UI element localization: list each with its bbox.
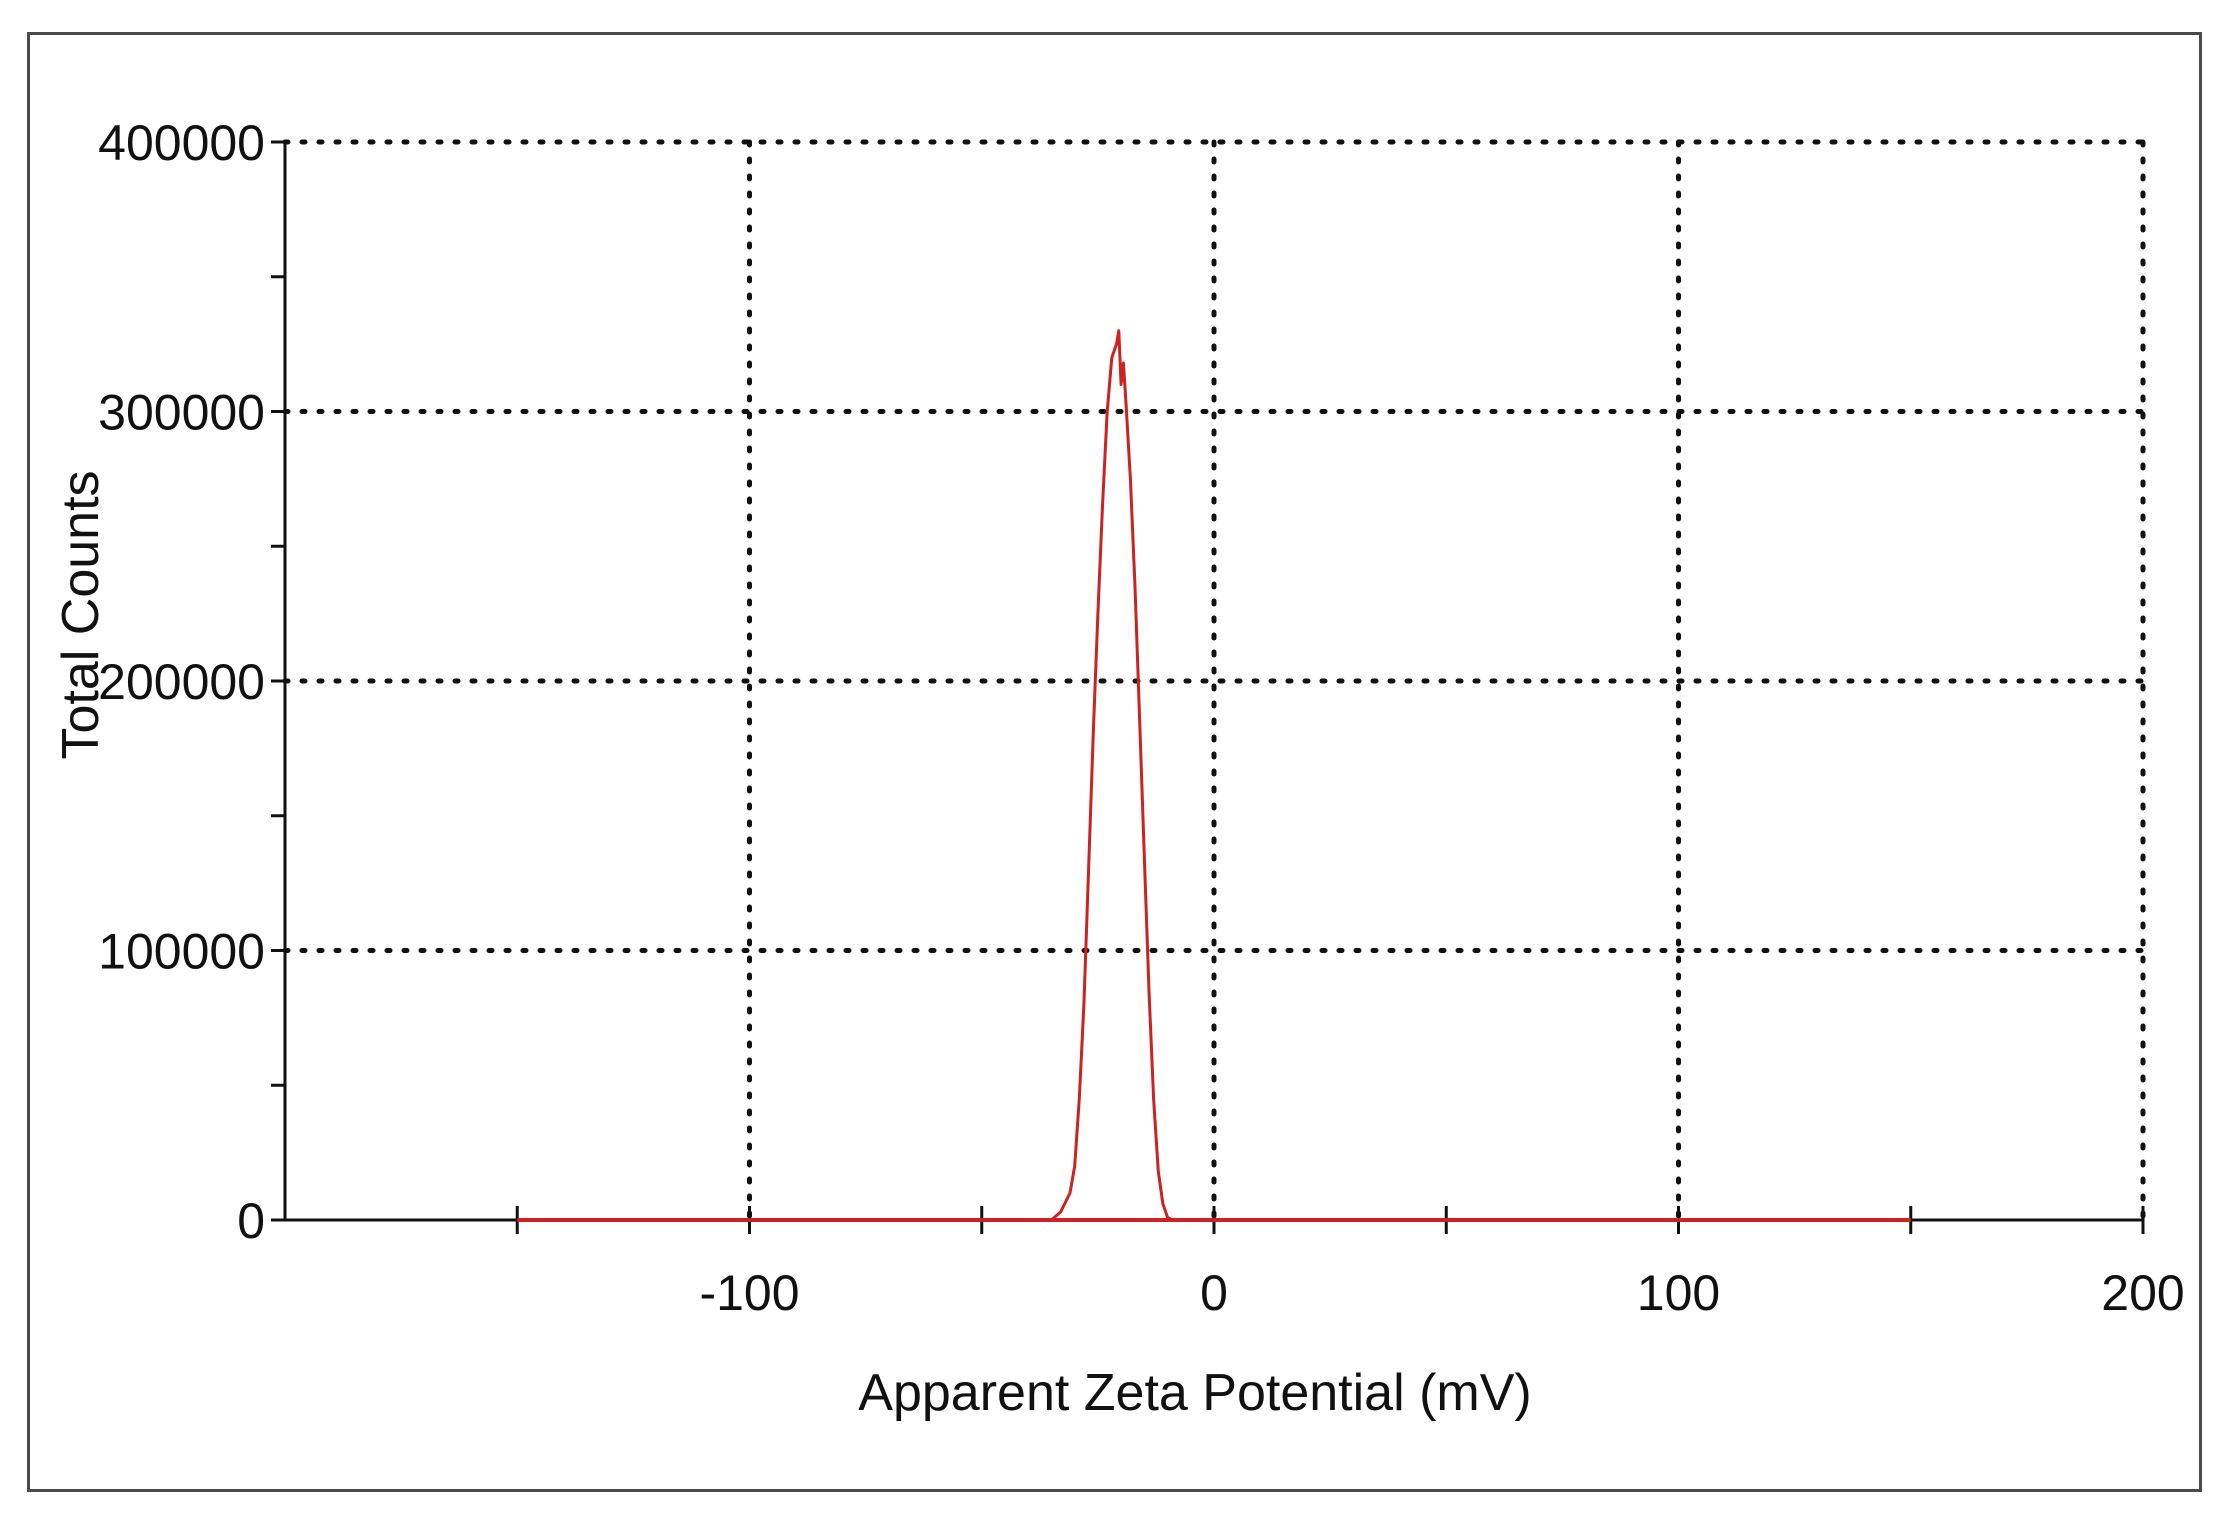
axes	[271, 140, 2145, 1234]
tick-labels: 0 100000 200000 300000 400000 -100 0 100 200	[98, 115, 2185, 1321]
y-axis-title: Total Counts	[52, 470, 110, 759]
series	[517, 329, 1911, 1222]
y-tick-label: 0	[237, 1193, 265, 1249]
grid	[282, 139, 2146, 1223]
y-tick-label: 200000	[98, 654, 265, 710]
zeta-potential-chart: 0 100000 200000 300000 400000 -100 0 100 200 App…	[52, 115, 2185, 1422]
x-tick-label: 200	[2101, 1265, 2184, 1321]
x-axis-title: Apparent Zeta Potential (mV)	[858, 1364, 1531, 1422]
y-tick-label: 400000	[98, 115, 265, 171]
y-tick-label: 100000	[98, 924, 265, 980]
y-tick-label: 300000	[98, 385, 265, 441]
x-tick-label: 0	[1200, 1265, 1228, 1321]
chart-frame: 0 100000 200000 300000 400000 -100 0 100 200 App…	[27, 32, 2202, 1492]
x-tick-label: 100	[1637, 1265, 1720, 1321]
x-tick-label: -100	[699, 1265, 799, 1321]
series-line	[517, 329, 1911, 1222]
